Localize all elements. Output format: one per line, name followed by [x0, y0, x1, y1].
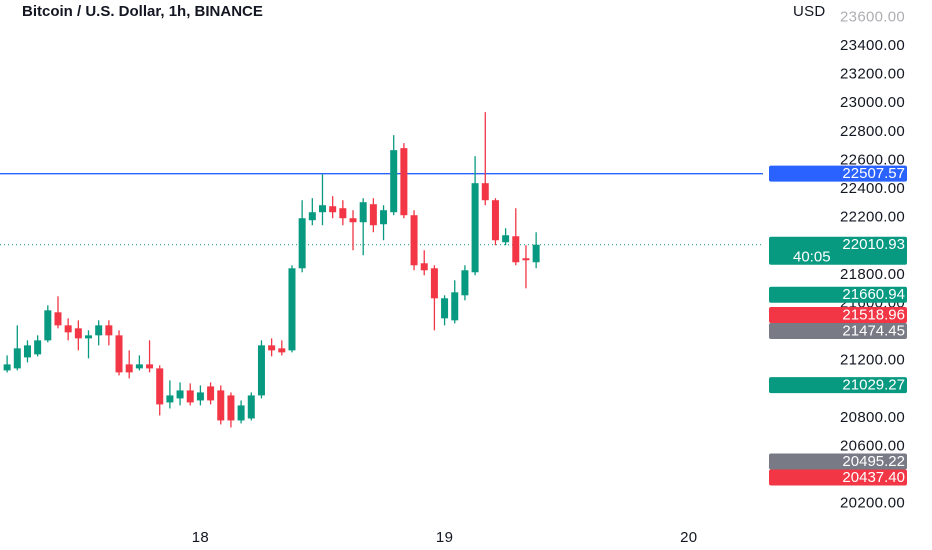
candle-body [349, 218, 357, 223]
candle-body [125, 364, 133, 373]
candle-body [308, 212, 316, 221]
price-label-text: 20495.22 [842, 453, 905, 470]
candle-body [380, 210, 388, 225]
price-label: 21660.94 [769, 286, 907, 303]
candle-body [54, 312, 62, 326]
candle-body [44, 310, 52, 341]
candle-body [481, 183, 489, 201]
y-tick-label: 22600.00 [840, 151, 905, 168]
candle-body [85, 335, 93, 339]
candle-body [207, 386, 215, 401]
price-label-text: 21029.27 [842, 377, 905, 394]
y-tick-label: 22400.00 [840, 180, 905, 197]
price-label-text: 21474.45 [842, 323, 905, 340]
candle-body [13, 348, 21, 369]
candle-body [227, 395, 235, 421]
candle-body [430, 268, 438, 299]
countdown-text: 40:05 [793, 249, 831, 266]
y-tick-label: 23000.00 [840, 94, 905, 111]
candle-body [166, 395, 174, 403]
candle-body [64, 325, 72, 333]
y-tick-label: 20800.00 [840, 409, 905, 426]
price-label-box [769, 377, 907, 394]
candle-body [410, 215, 418, 266]
price-label: 20495.22 [769, 453, 907, 470]
price-label-box [769, 453, 907, 470]
candle-body [390, 150, 398, 213]
candle-body [135, 364, 143, 369]
candle-body [339, 208, 347, 219]
price-label-text: 21518.96 [842, 307, 905, 324]
candle-body [196, 392, 204, 401]
candle-body [502, 235, 510, 243]
price-label-box [769, 323, 907, 340]
candle-body [359, 202, 367, 223]
candle-body [512, 236, 520, 263]
candle-body [441, 298, 449, 319]
price-label-box [769, 236, 907, 265]
candle-body [95, 325, 103, 336]
y-tick-label: 23400.00 [840, 37, 905, 54]
candle-body [471, 183, 479, 273]
y-tick-label: 21800.00 [840, 266, 905, 283]
candle-body [268, 345, 276, 351]
candle-body [176, 390, 184, 399]
price-label-text: 20437.40 [842, 469, 905, 486]
candle-body [329, 206, 337, 213]
price-label-box [769, 286, 907, 303]
candle-body [23, 345, 31, 358]
x-tick-label: 20 [680, 529, 697, 546]
candle-body [288, 268, 296, 351]
candle-body [420, 263, 428, 271]
candle-body [278, 348, 286, 353]
price-label: 21474.45 [769, 323, 907, 340]
candle-body [74, 328, 82, 339]
price-label-text: 22010.93 [842, 236, 905, 253]
price-label: 21518.96 [769, 307, 907, 324]
candle-body [318, 205, 326, 213]
candle-body [461, 270, 469, 296]
price-label: 22507.57 [769, 165, 907, 182]
candle-body [298, 218, 306, 269]
price-label-box [769, 469, 907, 486]
candle-body [532, 244, 540, 263]
price-label-box [769, 307, 907, 324]
candle-body [34, 340, 42, 355]
candle-body [522, 258, 530, 261]
y-tick-label: 22800.00 [840, 123, 905, 140]
candle-body [186, 390, 194, 403]
candle-body [3, 364, 11, 371]
candle-body [257, 345, 265, 396]
candle-body [451, 292, 459, 321]
candle-body [237, 405, 245, 421]
candle-body [156, 368, 164, 405]
candle-body [105, 325, 113, 336]
y-tick-label: 20600.00 [840, 437, 905, 454]
y-tick-label: 23200.00 [840, 66, 905, 83]
price-label-text: 21660.94 [842, 286, 905, 303]
y-tick-label: 23600.00 [840, 8, 905, 25]
chart-title: Bitcoin / U.S. Dollar, 1h, BINANCE [22, 3, 263, 20]
price-label: 20437.40 [769, 469, 907, 486]
candle-body [115, 335, 123, 373]
x-tick-label: 18 [192, 529, 209, 546]
y-tick-label: 22200.00 [840, 209, 905, 226]
candle-body [400, 148, 408, 216]
y-tick-label: 20200.00 [840, 495, 905, 512]
candle-body [217, 390, 225, 421]
candle-body [369, 204, 377, 226]
price-label: 22010.93 40:05 [769, 236, 907, 266]
y-tick-label: 21200.00 [840, 352, 905, 369]
candle-body [146, 364, 154, 369]
price-label-box [769, 165, 907, 182]
candle-body [491, 200, 499, 241]
currency-label: USD [793, 3, 826, 20]
price-label: 21029.27 [769, 377, 907, 394]
x-tick-label: 19 [436, 529, 453, 546]
candle-body [247, 395, 255, 419]
price-label-text: 22507.57 [842, 165, 905, 182]
